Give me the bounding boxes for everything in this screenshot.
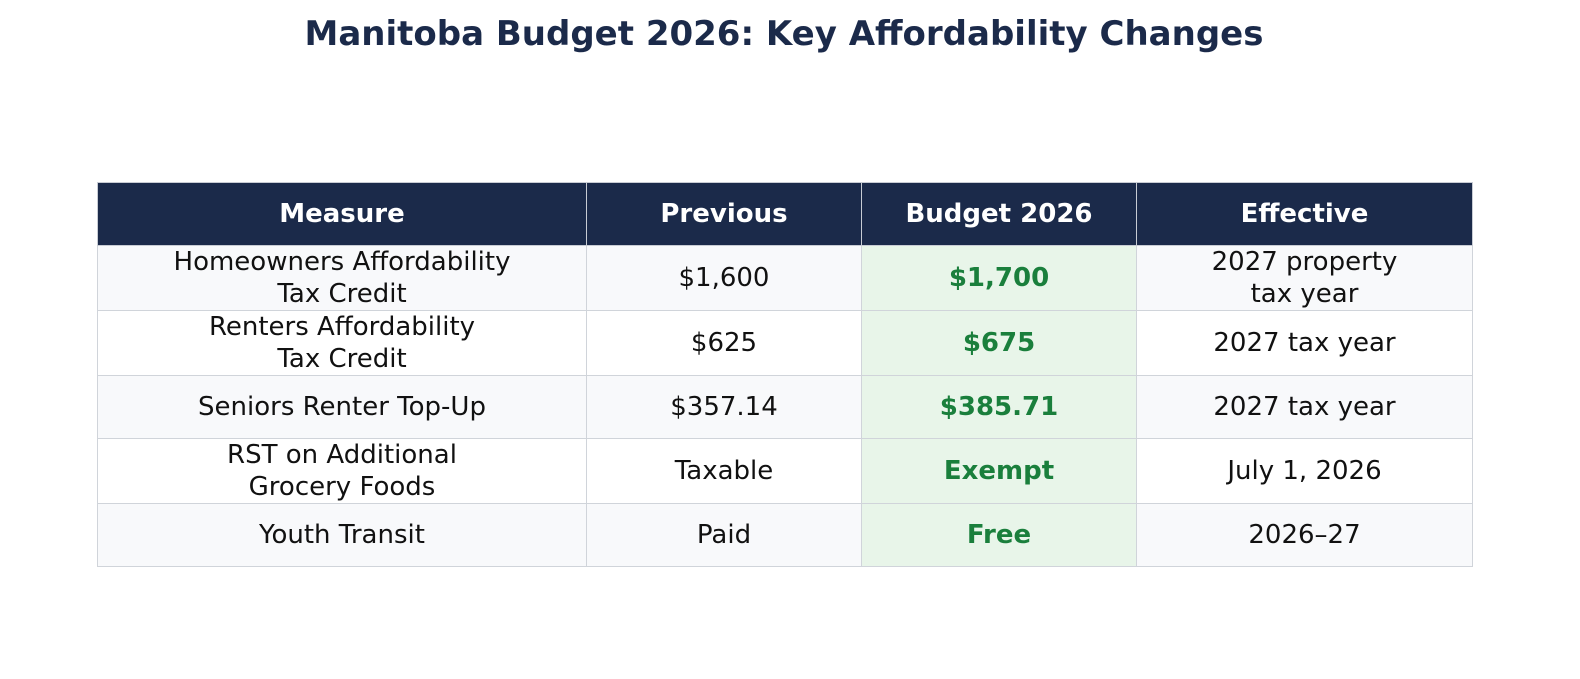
table-cell: $385.71 — [861, 375, 1137, 439]
column-header: Previous — [586, 182, 862, 246]
table-row: Youth Transit Paid Free 2026–27 — [97, 503, 1473, 567]
table-cell: $625 — [586, 310, 862, 376]
table-cell: Paid — [586, 503, 862, 567]
table-cell: 2027 tax year — [1136, 310, 1473, 376]
table-cell: $1,700 — [861, 245, 1137, 311]
chart-title: Manitoba Budget 2026: Key Affordability … — [304, 14, 1264, 54]
table-cell: 2027 property tax year — [1136, 245, 1473, 311]
table-header-row: Measure Previous Budget 2026 Effective — [97, 182, 1473, 246]
table-cell: Homeowners Affordability Tax Credit — [97, 245, 587, 311]
table-row: Seniors Renter Top-Up $357.14 $385.71 2027 … — [97, 375, 1473, 439]
table-cell: Youth Transit — [97, 503, 587, 567]
table-cell: $357.14 — [586, 375, 862, 439]
table-cell: RST on Additional Grocery Foods — [97, 438, 587, 504]
table-cell: Exempt — [861, 438, 1137, 504]
column-header: Budget 2026 — [861, 182, 1137, 246]
table-row: Renters Affordability Tax Credit $625 $675 2… — [97, 310, 1473, 376]
table-cell: Taxable — [586, 438, 862, 504]
table-cell: Seniors Renter Top-Up — [97, 375, 587, 439]
table-cell: July 1, 2026 — [1136, 438, 1473, 504]
table-row: Homeowners Affordability Tax Credit $1,600… — [97, 245, 1473, 311]
column-header: Effective — [1136, 182, 1473, 246]
table-cell: 2027 tax year — [1136, 375, 1473, 439]
table-cell: $675 — [861, 310, 1137, 376]
table-cell: Renters Affordability Tax Credit — [97, 310, 587, 376]
affordability-table: Measure Previous Budget 2026 Effective Home… — [97, 182, 1473, 567]
table-cell: Free — [861, 503, 1137, 567]
column-header: Measure — [97, 182, 587, 246]
table-cell: 2026–27 — [1136, 503, 1473, 567]
table-cell: $1,600 — [586, 245, 862, 311]
table-row: RST on Additional Grocery Foods Taxable Exe… — [97, 438, 1473, 504]
